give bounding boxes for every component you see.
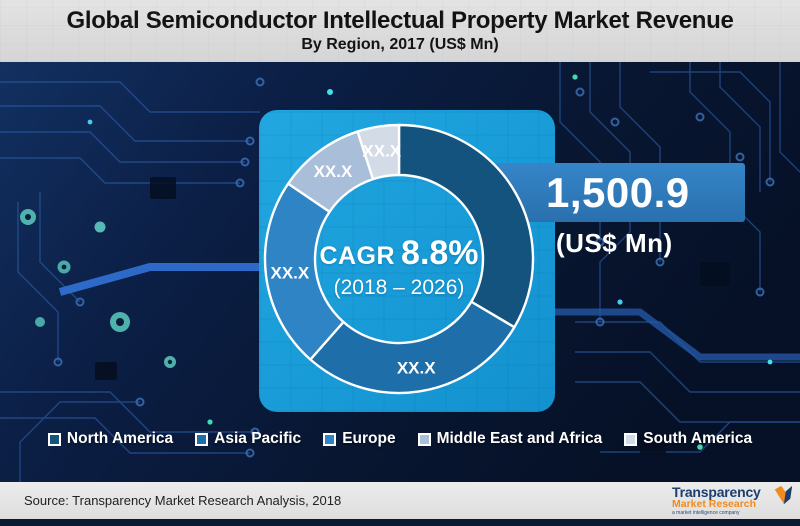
legend-item-europe: Europe (323, 430, 396, 448)
donut-segment-south-america (356, 123, 401, 181)
legend-swatch (624, 432, 638, 446)
chart-area: 1,500.9 (US$ Mn) XX.X XX.X XX.X XX.X CAGR 8.… (0, 62, 800, 482)
legend-label: Europe (342, 430, 396, 447)
donut-segment-label: XX.X (314, 162, 353, 181)
tmr-logo-mark-icon (774, 485, 793, 505)
revenue-unit: (US$ Mn) (556, 228, 673, 258)
page-subtitle: By Region, 2017 (US$ Mn) (301, 36, 499, 53)
tmr-logo: Transparency Market Research a market in… (672, 484, 793, 516)
donut-segment-label: XX.X (397, 359, 436, 378)
source-text: Source: Transparency Market Research Ana… (24, 493, 342, 508)
legend-label: Asia Pacific (214, 430, 302, 447)
legend-item-middle-east-and-africa: Middle East and Africa (417, 430, 603, 448)
logo-line1: Transparency (672, 484, 761, 500)
legend-item-south-america: South America (624, 430, 752, 448)
revenue-value: 1,500.9 (546, 168, 690, 216)
donut-chart: XX.X XX.X XX.X XX.X (263, 123, 535, 395)
legend-swatch (195, 432, 209, 446)
cagr-prefix: CAGR (319, 242, 396, 270)
cagr-period: (2018 – 2026) (333, 276, 465, 299)
legend-swatch (417, 432, 431, 446)
revenue-callout: 1,500.9 (488, 163, 745, 222)
donut-segment-label: XX.X (270, 264, 309, 283)
bottom-strip (0, 519, 800, 526)
donut-segment-europe (263, 182, 345, 361)
donut-segment-label: XX.X (362, 141, 401, 160)
page-title: Global Semiconductor Intellectual Proper… (66, 7, 734, 34)
header: Global Semiconductor Intellectual Proper… (0, 0, 800, 62)
legend-item-north-america: North America (47, 430, 174, 448)
legend-item-asia-pacific: Asia Pacific (195, 430, 301, 448)
source-bar: Source: Transparency Market Research Ana… (0, 482, 800, 519)
logo-line2: Market Research (672, 498, 757, 510)
legend-label: Middle East and Africa (436, 430, 603, 447)
legend-swatch (47, 432, 61, 446)
cagr-center-label: CAGR 8.8% (2018 – 2026) (309, 234, 489, 300)
legend-swatch (323, 432, 337, 446)
donut-segment-north-america (397, 123, 535, 329)
legend-label: South America (643, 430, 753, 447)
cagr-value: 8.8% (401, 234, 479, 272)
legend-label: North America (66, 430, 174, 447)
logo-tagline: a market intelligence company (672, 510, 740, 516)
chart-legend: North America Asia Pacific Europe Middle Ea… (0, 423, 800, 455)
donut-segment-asia-pacific (309, 300, 516, 395)
